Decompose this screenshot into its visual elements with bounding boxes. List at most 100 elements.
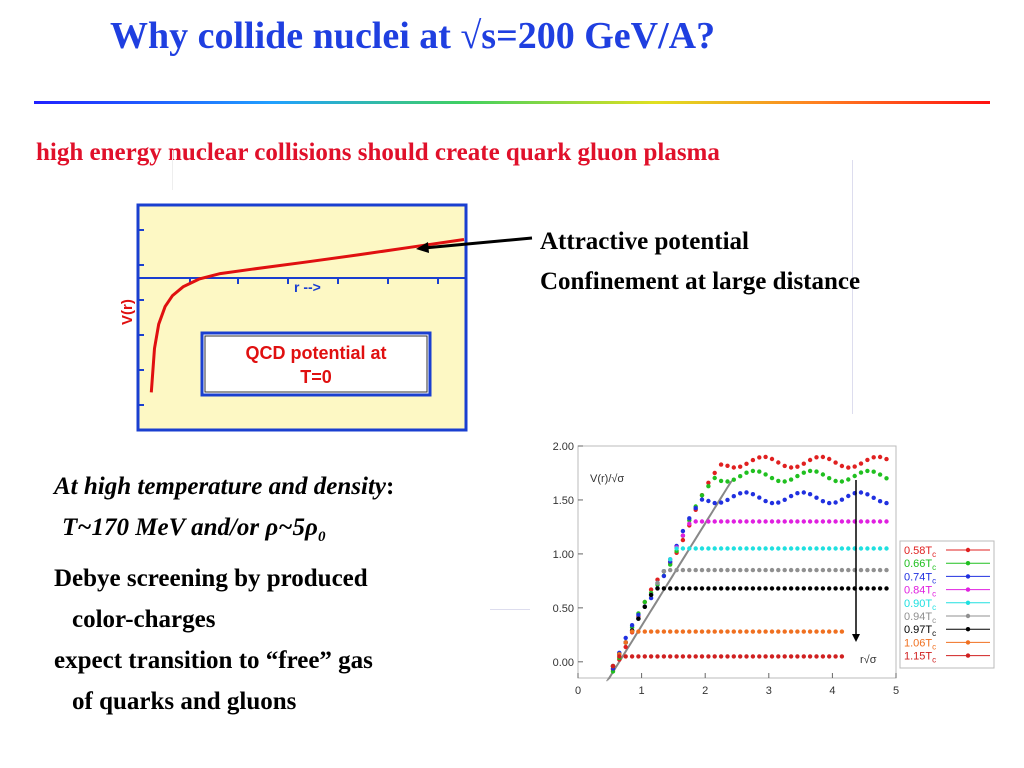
data-point (782, 479, 787, 484)
series-7 (610, 629, 845, 669)
data-point (623, 640, 628, 645)
data-point (648, 587, 654, 592)
data-point (877, 472, 883, 477)
legend-marker (965, 627, 971, 632)
data-point (814, 567, 819, 573)
data-point (757, 495, 762, 500)
data-point (680, 528, 686, 534)
data-point (769, 567, 775, 573)
data-point (807, 492, 813, 497)
legend-label: 1.15Tc (904, 651, 936, 665)
data-point (858, 461, 864, 466)
legend-label: 0.97Tc (904, 624, 936, 638)
data-point (877, 454, 883, 460)
data-point (827, 500, 832, 506)
data-point (725, 567, 730, 573)
data-point (687, 629, 692, 634)
data-point (820, 629, 826, 634)
data-point (712, 654, 717, 659)
data-point (877, 499, 883, 504)
lattice-potential-chart: 0.000.501.001.502.000 1 2 3 4 5 0.58Tc0.66Tc0… (553, 441, 995, 697)
data-point (795, 519, 800, 524)
data-point (693, 546, 698, 551)
data-point (858, 567, 864, 573)
data-point (814, 495, 819, 500)
data-point (846, 465, 851, 470)
data-point (858, 586, 864, 591)
data-point (725, 654, 730, 659)
data-point (865, 567, 870, 573)
data-point (699, 654, 705, 659)
data-point (674, 567, 679, 573)
data-point (718, 462, 724, 467)
y-tick-label: 1.50 (553, 495, 574, 507)
annotation-line: Confinement at large distance (540, 268, 861, 295)
legend-label: 1.06Tc (904, 637, 936, 651)
data-point (744, 470, 749, 475)
data-point (801, 470, 806, 475)
data-point (865, 457, 870, 463)
data-point (661, 586, 667, 591)
data-point (712, 519, 717, 524)
legend-marker (965, 561, 971, 566)
data-point (782, 463, 787, 469)
data-point (827, 519, 832, 524)
data-point (725, 546, 730, 551)
data-point (820, 586, 826, 591)
data-point (687, 654, 692, 659)
data-point (712, 567, 717, 573)
data-point (699, 493, 705, 498)
data-point (718, 478, 724, 484)
x-tick-label: 1 (639, 685, 645, 697)
data-point (788, 586, 794, 591)
slide-title: Why collide nuclei at √s=200 GeV/A? (110, 15, 716, 57)
legend-label: 0.90Tc (904, 598, 936, 612)
data-point (738, 519, 743, 524)
data-point (757, 654, 762, 659)
x-tick-label: 3 (766, 685, 772, 697)
legend-label: 0.66Tc (904, 558, 936, 572)
data-point (661, 629, 667, 634)
data-point (788, 567, 794, 573)
data-point (814, 546, 819, 551)
y-tick-label: 0.50 (553, 603, 574, 615)
data-point (674, 629, 679, 634)
legend-marker (965, 574, 971, 579)
data-point (788, 493, 794, 499)
x-tick-label: 2 (702, 685, 708, 697)
data-point (820, 567, 826, 573)
data-point (871, 567, 876, 573)
data-point (668, 654, 673, 659)
data-point (750, 468, 756, 474)
data-point (820, 499, 826, 504)
data-point (617, 654, 622, 659)
data-point (871, 469, 876, 474)
data-point (642, 599, 647, 605)
data-point (858, 470, 864, 475)
data-point (674, 586, 679, 591)
data-point (788, 654, 794, 659)
data-point (744, 519, 749, 524)
data-point (769, 654, 775, 659)
data-point (655, 580, 660, 586)
data-point (820, 472, 826, 477)
data-point (738, 629, 743, 634)
data-point (757, 567, 762, 573)
data-point (680, 546, 686, 551)
data-point (827, 476, 832, 481)
data-point (814, 519, 819, 524)
annotation-line: Attractive potential (540, 228, 749, 255)
data-point (776, 460, 781, 465)
data-point (738, 464, 743, 469)
data-point (668, 562, 673, 567)
data-point (769, 519, 775, 524)
data-point (693, 586, 698, 591)
data-point (769, 475, 775, 481)
data-point (744, 461, 749, 466)
data-point (738, 491, 743, 496)
data-point (788, 465, 794, 470)
data-point (776, 629, 781, 634)
data-point (661, 654, 667, 659)
data-point (769, 456, 775, 462)
legend-box (899, 540, 995, 669)
